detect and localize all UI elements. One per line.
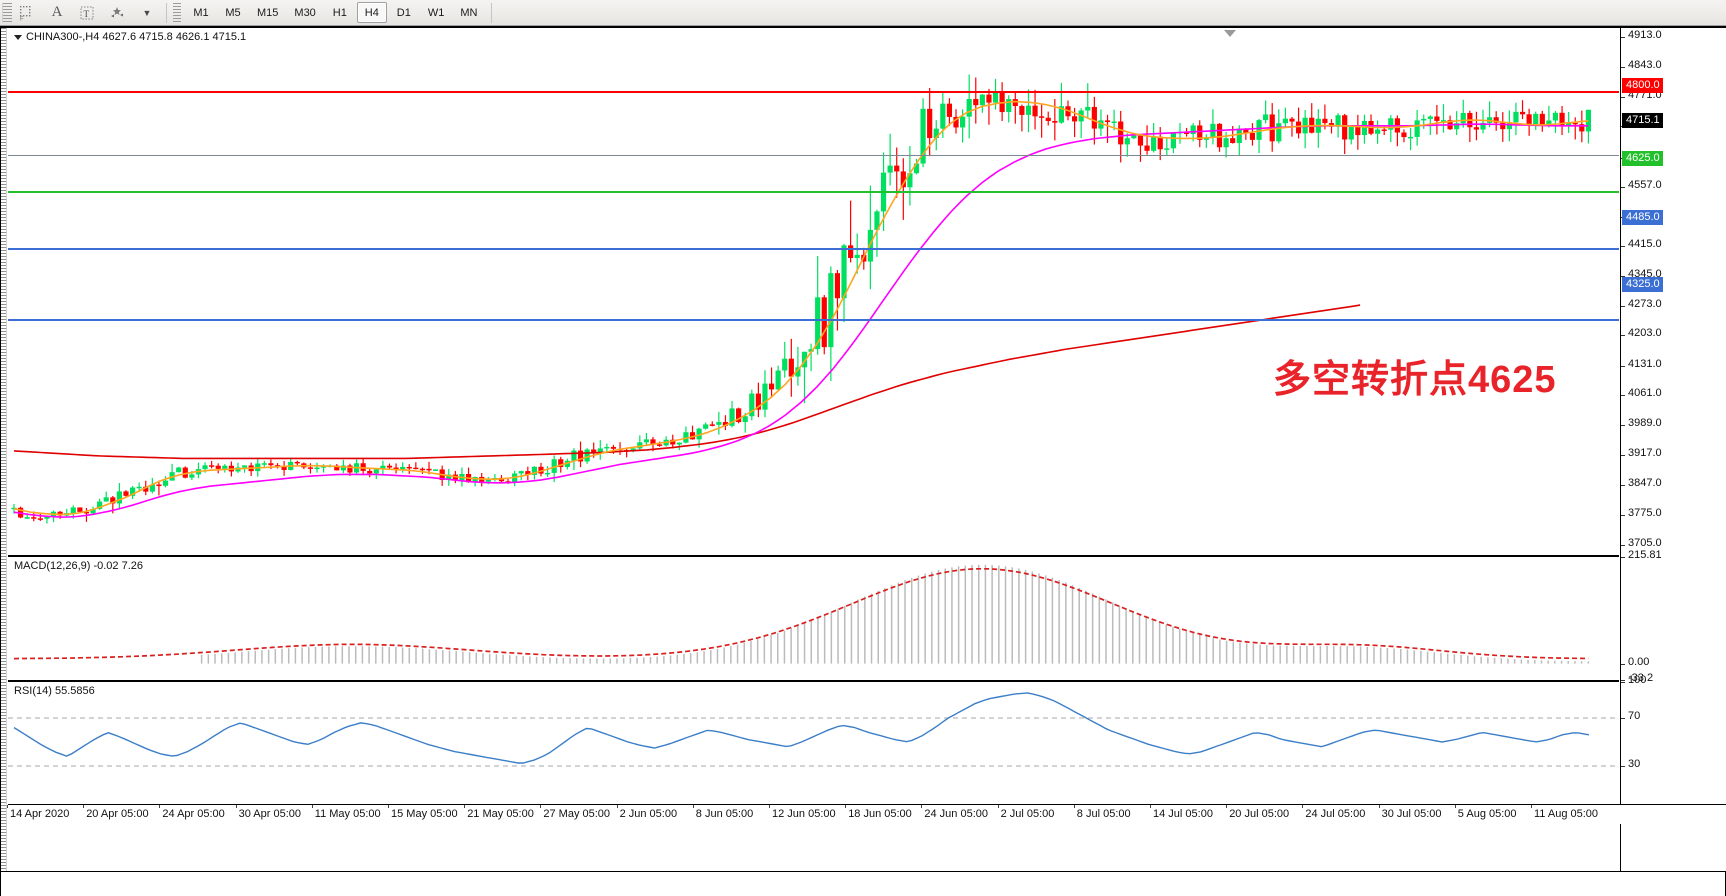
price-marker-4325.0[interactable]: 4325.0 bbox=[1622, 277, 1663, 293]
price-marker-4625.0[interactable]: 4625.0 bbox=[1622, 151, 1663, 167]
hline-current-price[interactable] bbox=[8, 155, 1619, 156]
time-tick bbox=[1302, 805, 1304, 808]
time-axis-label: 24 Apr 05:00 bbox=[162, 808, 225, 820]
main-toolbar: F A T ▼ M1 M5 M15 M30 H1 bbox=[0, 0, 1726, 26]
toolbar-end-divider bbox=[491, 2, 493, 23]
time-tick bbox=[388, 805, 389, 808]
time-tick bbox=[845, 805, 847, 808]
symbol-info-label: CHINA300-,H4 4627.6 4715.8 4626.1 4715.1 bbox=[14, 31, 246, 43]
crosshair-x-marker bbox=[1224, 30, 1236, 37]
time-axis-label: 14 Jul 05:00 bbox=[1153, 808, 1213, 820]
chart-bottom-strip bbox=[1, 871, 1725, 896]
time-axis-label: 21 May 05:00 bbox=[467, 808, 534, 820]
time-tick bbox=[7, 805, 8, 808]
chart-annotation: 多空转折点4625 bbox=[1273, 359, 1557, 401]
chart-left-grip[interactable] bbox=[1, 28, 7, 871]
pane-separator-2[interactable] bbox=[8, 680, 1619, 682]
macd-pane[interactable]: MACD(12,26,9) -0.02 7.26 bbox=[8, 557, 1619, 680]
time-axis-label: 2 Jul 05:00 bbox=[1000, 808, 1055, 820]
timeframe-drag-handle[interactable] bbox=[173, 2, 181, 23]
time-axis-label: 15 May 05:00 bbox=[391, 808, 458, 820]
time-tick bbox=[464, 805, 466, 808]
toolbar-divider bbox=[166, 2, 167, 23]
text-label-icon[interactable]: A bbox=[51, 4, 63, 20]
macd-label: MACD(12,26,9) -0.02 7.26 bbox=[14, 560, 144, 572]
macd-signal-line bbox=[13, 567, 1589, 660]
price-marker-4800.0[interactable]: 4800.0 bbox=[1622, 77, 1663, 93]
hline-support-4325[interactable] bbox=[8, 319, 1619, 321]
text-box-icon[interactable]: T bbox=[73, 2, 101, 24]
hline-support-4485[interactable] bbox=[8, 248, 1619, 250]
time-tick bbox=[1150, 805, 1151, 808]
price-scale[interactable]: 4913.04843.04771.04701.04625.04557.04485… bbox=[1620, 28, 1726, 871]
chart-window: 多空转折点4625 CHINA300-,H4 4627.6 4715.8 462… bbox=[0, 26, 1726, 896]
svg-text:T: T bbox=[84, 9, 90, 19]
price-pane[interactable]: 多空转折点4625 CHINA300-,H4 4627.6 4715.8 462… bbox=[8, 28, 1619, 555]
svg-text:F: F bbox=[20, 16, 24, 21]
pane-collapse-icon[interactable] bbox=[14, 34, 22, 40]
time-tick bbox=[235, 805, 237, 808]
time-axis-label: 20 Jul 05:00 bbox=[1229, 808, 1290, 820]
timeframe-m1[interactable]: M1 bbox=[193, 6, 209, 19]
time-tick bbox=[997, 805, 999, 808]
time-tick bbox=[311, 805, 313, 808]
timeframe-d1[interactable]: D1 bbox=[396, 6, 411, 19]
ma-fast-line bbox=[13, 100, 1589, 516]
time-axis-label: 8 Jun 05:00 bbox=[695, 808, 754, 820]
crosshair-icon[interactable]: F bbox=[13, 2, 41, 24]
time-tick bbox=[1454, 805, 1456, 808]
time-axis-label: 30 Jul 05:00 bbox=[1381, 808, 1442, 820]
time-axis-label: 20 Apr 05:00 bbox=[86, 808, 149, 820]
toolbar-drag-handle[interactable] bbox=[2, 2, 12, 23]
time-axis-label: 24 Jul 05:00 bbox=[1305, 808, 1366, 820]
time-axis-label: 14 Apr 2020 bbox=[10, 808, 70, 820]
time-axis-label: 11 May 05:00 bbox=[314, 808, 381, 820]
time-axis-label: 2 Jun 05:00 bbox=[619, 808, 678, 820]
time-tick bbox=[769, 805, 770, 808]
timeframe-h4[interactable]: H4 bbox=[356, 2, 387, 23]
time-axis-label: 8 Jul 05:00 bbox=[1076, 808, 1131, 820]
timeframe-m15[interactable]: M15 bbox=[257, 6, 279, 19]
rsi-label: RSI(14) 55.5856 bbox=[14, 685, 95, 697]
rsi-series-layer bbox=[8, 692, 1619, 767]
hline-pivot-4625[interactable] bbox=[8, 191, 1619, 193]
timeframe-m5[interactable]: M5 bbox=[225, 6, 241, 19]
time-axis-label: 30 Apr 05:00 bbox=[238, 808, 301, 820]
time-axis-label: 11 Aug 05:00 bbox=[1534, 808, 1599, 820]
shapes-icon[interactable] bbox=[103, 2, 131, 24]
dropdown-arrow-icon[interactable]: ▼ bbox=[142, 7, 152, 18]
time-tick bbox=[159, 805, 161, 808]
macd-series-layer bbox=[13, 564, 1590, 664]
time-tick bbox=[921, 805, 923, 808]
time-tick bbox=[1226, 805, 1228, 808]
hline-resistance-4800[interactable] bbox=[8, 91, 1619, 93]
time-tick bbox=[1378, 805, 1380, 808]
candlestick-series bbox=[11, 74, 1592, 524]
timeframe-h1[interactable]: H1 bbox=[332, 6, 347, 19]
macd-histogram bbox=[200, 564, 1590, 664]
time-tick bbox=[1073, 805, 1075, 808]
time-axis-label: 24 Jun 05:00 bbox=[924, 808, 989, 820]
time-axis[interactable]: 14 Apr 2020 20 Apr 05:00 24 Apr 05:00 30 Ap… bbox=[7, 804, 1726, 824]
ma-slow-line bbox=[13, 304, 1361, 460]
symbol-info-text: CHINA300-,H4 4627.6 4715.8 4626.1 4715.1 bbox=[26, 31, 247, 43]
time-tick bbox=[540, 805, 542, 808]
price-marker-4715.1[interactable]: 4715.1 bbox=[1622, 113, 1663, 129]
timeframe-mn[interactable]: MN bbox=[460, 6, 478, 19]
time-axis-label: 18 Jun 05:00 bbox=[848, 808, 912, 820]
rsi-pane[interactable]: RSI(14) 55.5856 bbox=[8, 682, 1619, 802]
time-axis-label: 12 Jun 05:00 bbox=[772, 808, 836, 820]
time-tick bbox=[83, 805, 85, 808]
price-series-layer bbox=[11, 74, 1592, 524]
time-axis-label: 5 Aug 05:00 bbox=[1457, 808, 1517, 820]
time-tick bbox=[1531, 805, 1532, 808]
timeframe-m30[interactable]: M30 bbox=[294, 6, 316, 19]
time-tick bbox=[692, 805, 694, 808]
time-tick bbox=[616, 805, 618, 808]
pane-separator-1[interactable] bbox=[8, 555, 1619, 557]
timeframe-w1[interactable]: W1 bbox=[427, 6, 445, 19]
time-axis-label: 27 May 05:00 bbox=[543, 808, 611, 820]
rsi-line bbox=[13, 692, 1590, 764]
price-marker-4485.0[interactable]: 4485.0 bbox=[1622, 209, 1663, 225]
